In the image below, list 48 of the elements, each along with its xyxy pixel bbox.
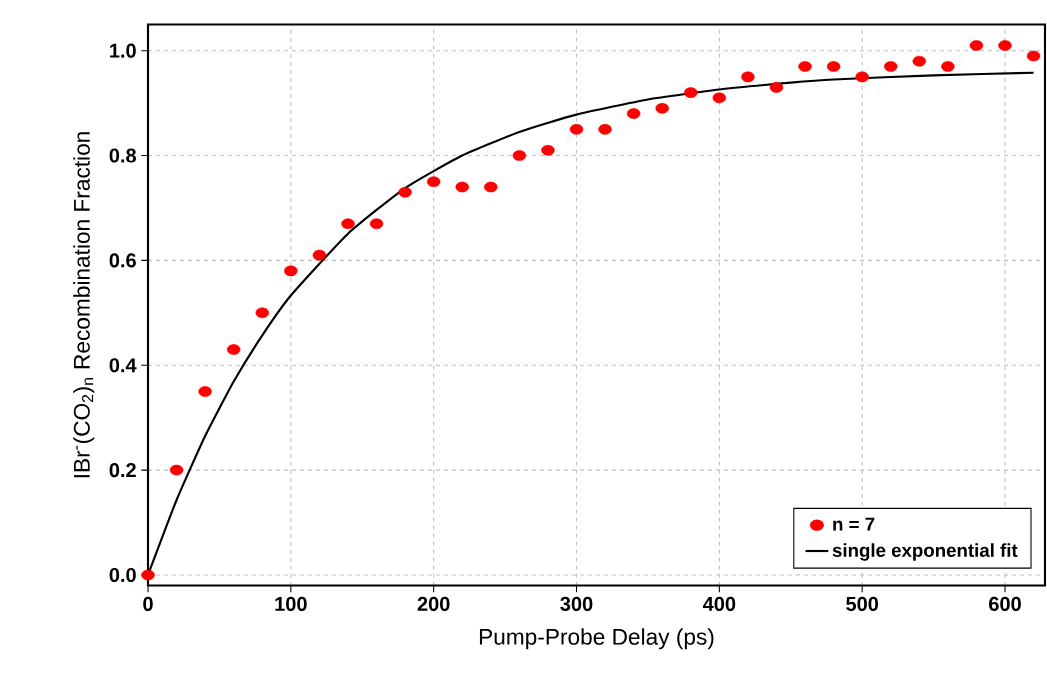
x-tick-label: 200 (417, 596, 450, 611)
point (826, 61, 841, 72)
point (169, 464, 184, 476)
point (684, 87, 698, 98)
point (712, 92, 727, 104)
y-tick-label: 0.2 (109, 463, 136, 478)
point (598, 124, 612, 135)
point (998, 40, 1012, 51)
point (455, 181, 469, 193)
point (769, 82, 784, 93)
point (284, 265, 298, 277)
x-axis-title: Pump-Probe Delay (ps) (479, 628, 714, 650)
y-axis-title: IBr$^{-}$(CO$_{2}$)$_{n}$ Recombination Fraction (73, 132, 95, 478)
x-tick-label: 0 (143, 596, 153, 611)
y-tick-label: 1.0 (110, 43, 136, 58)
point (541, 144, 555, 156)
point (884, 61, 898, 72)
point (312, 249, 327, 261)
point (626, 108, 641, 119)
point (855, 71, 869, 83)
y-tick-label: 0.4 (109, 358, 137, 373)
y-tick-label: 0.8 (109, 148, 136, 163)
point (655, 103, 669, 114)
point (426, 176, 441, 188)
point (369, 218, 384, 230)
x-tick-label: 400 (702, 596, 736, 611)
x-tick-label: 500 (846, 596, 879, 611)
point (198, 386, 212, 397)
x-tick-label: 600 (989, 596, 1021, 611)
point (941, 61, 955, 72)
point (226, 344, 241, 355)
point (398, 186, 412, 198)
x-tick-label: 300 (560, 596, 593, 612)
point (512, 150, 527, 161)
point (341, 218, 355, 230)
point (569, 124, 584, 135)
point (912, 55, 927, 67)
point (798, 61, 812, 72)
legend-label: single exponential fit (832, 543, 1018, 561)
point (141, 569, 155, 581)
y-tick-label: 0.0 (109, 567, 136, 583)
point (741, 71, 755, 83)
point (969, 40, 984, 51)
x-tick-label: 100 (275, 596, 307, 611)
point (484, 181, 498, 193)
point (255, 307, 269, 319)
y-tick-label: 0.6 (109, 253, 136, 268)
legend-label: n = 7 (833, 517, 875, 531)
